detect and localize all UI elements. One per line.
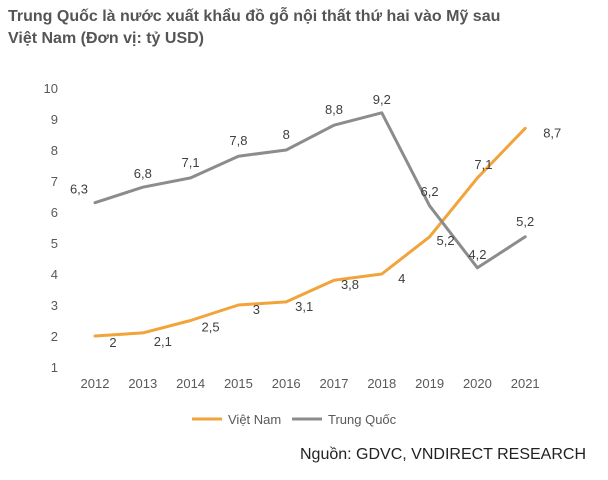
y-tick-label: 2: [51, 329, 58, 344]
y-axis: 1 2 3 4 5 6 7 8 9 10: [44, 81, 58, 375]
data-label: 6,8: [134, 166, 152, 181]
source-note: Nguồn: GDVC, VNDIRECT RESEARCH: [300, 446, 586, 463]
data-label: 5,2: [437, 233, 455, 248]
data-label: 2: [109, 335, 116, 350]
x-tick-label: 2020: [463, 376, 492, 391]
data-label: 7,1: [182, 155, 200, 170]
series-line-trung-quoc: [93, 111, 527, 270]
data-label: 6,2: [421, 184, 439, 199]
data-label: 3,1: [295, 299, 313, 314]
x-tick-label: 2017: [320, 376, 349, 391]
x-tick-label: 2015: [224, 376, 253, 391]
y-tick-label: 1: [51, 360, 58, 375]
data-label: 6,3: [70, 182, 88, 197]
y-tick-label: 4: [51, 267, 58, 282]
x-tick-label: 2012: [81, 376, 110, 391]
x-axis: 2012 2013 2014 2015 2016 2017 2018 2019 2020 2021: [81, 376, 540, 391]
chart-title: Trung Quốc là nước xuất khẩu đồ gỗ nội t…: [8, 8, 501, 47]
data-label: 7,1: [474, 157, 492, 172]
x-tick-label: 2019: [415, 376, 444, 391]
x-tick-label: 2016: [272, 376, 301, 391]
y-tick-label: 10: [44, 81, 58, 96]
y-tick-label: 3: [51, 298, 58, 313]
data-label: 7,8: [229, 133, 247, 148]
legend: Việt Nam Trung Quốc: [192, 412, 397, 427]
series-lines: [93, 111, 527, 338]
data-label: 4,2: [468, 247, 486, 262]
data-label: 2,1: [154, 334, 172, 349]
data-labels: 2 2,1 2,5 3 3,1 3,8 4 5,2 7,1 8,7 6,3 6,8 7,1 7,8 8 8,8…: [70, 92, 561, 350]
data-label: 3,8: [341, 277, 359, 292]
x-tick-label: 2021: [511, 376, 540, 391]
x-tick-label: 2014: [176, 376, 205, 391]
data-label: 8,7: [543, 125, 561, 140]
data-label: 5,2: [516, 214, 534, 229]
legend-label: Trung Quốc: [328, 412, 397, 427]
y-tick-label: 9: [51, 112, 58, 127]
x-tick-label: 2018: [367, 376, 396, 391]
data-label: 8,8: [325, 102, 343, 117]
y-tick-label: 7: [51, 174, 58, 189]
legend-label: Việt Nam: [228, 412, 281, 427]
data-label: 4: [398, 271, 405, 286]
data-label: 8: [283, 127, 290, 142]
data-label: 3: [253, 302, 260, 317]
line-chart: 1 2 3 4 5 6 7 8 9 10 2012 2013 2014 2015 2016 2017 2018…: [44, 81, 562, 427]
data-label: 9,2: [373, 92, 391, 107]
y-tick-label: 8: [51, 143, 58, 158]
x-tick-label: 2013: [128, 376, 157, 391]
y-tick-label: 6: [51, 205, 58, 220]
data-label: 2,5: [202, 320, 220, 335]
y-tick-label: 5: [51, 236, 58, 251]
series-line-viet-nam: [93, 126, 527, 338]
